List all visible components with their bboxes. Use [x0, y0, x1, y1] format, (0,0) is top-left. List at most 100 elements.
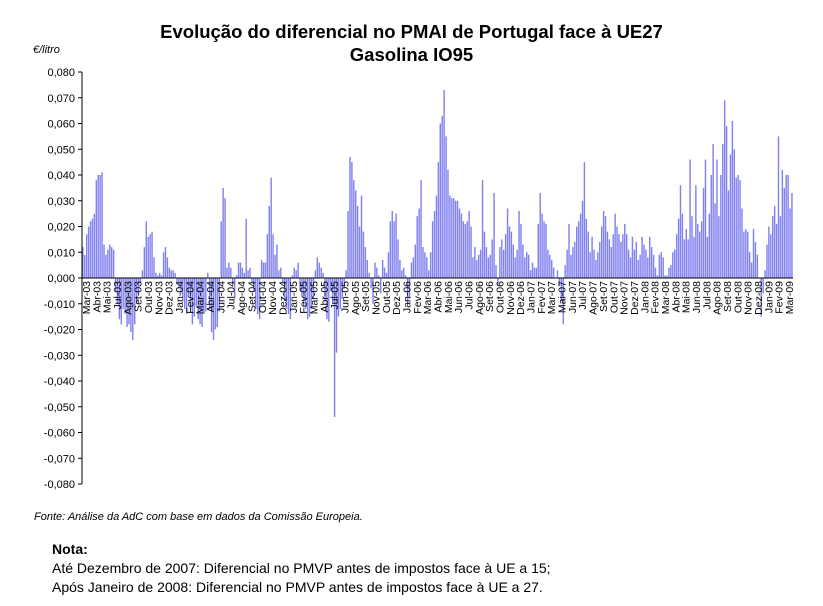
bar: [674, 249, 676, 278]
bar: [527, 254, 530, 278]
bar: [291, 275, 294, 278]
bar: [775, 223, 778, 278]
bar: [303, 278, 305, 304]
bar: [666, 275, 668, 278]
x-tick-label: Fev-07: [536, 281, 548, 314]
bar: [610, 247, 613, 278]
bar: [208, 278, 211, 309]
bar: [318, 262, 320, 278]
bar: [570, 254, 572, 278]
bar: [710, 175, 712, 278]
bar: [381, 259, 384, 278]
x-tick-label: Jul-03: [112, 281, 124, 310]
bar: [404, 275, 407, 278]
bar: [785, 175, 787, 278]
bar: [116, 278, 119, 304]
bar: [324, 278, 326, 302]
bar: [185, 278, 188, 315]
bar: [552, 267, 555, 278]
x-tick-label: Mai-07: [557, 281, 569, 313]
bar: [516, 249, 518, 278]
bar: [599, 241, 601, 278]
bar: [449, 195, 451, 278]
bar: [299, 278, 301, 291]
bar: [577, 221, 580, 278]
bar: [408, 278, 411, 299]
y-tick-label: -0,020: [44, 325, 75, 337]
bar: [693, 236, 695, 278]
bar: [372, 278, 374, 304]
bar: [399, 259, 401, 278]
bar: [172, 270, 174, 278]
bar: [783, 187, 785, 279]
bar: [422, 247, 424, 278]
x-tick-label: Ago-04: [236, 281, 248, 315]
bar: [481, 180, 484, 278]
bar: [393, 221, 395, 278]
bar: [414, 244, 417, 278]
bar: [212, 278, 215, 340]
bar: [243, 272, 245, 278]
bar: [589, 252, 591, 278]
x-axis: Mar-03Abr-03Mai-03Jul-03Ago-03Set-03Out-…: [81, 277, 796, 315]
bar: [718, 216, 720, 278]
bar: [697, 223, 699, 278]
x-tick-label: Ago-08: [712, 281, 724, 315]
x-tick-label: Jun-04: [215, 281, 227, 313]
x-tick-label: Jun-05: [340, 281, 352, 313]
y-tick-label: -0,030: [44, 350, 75, 362]
bar: [431, 221, 434, 278]
bar: [326, 278, 328, 320]
x-tick-label: Dez-08: [753, 281, 765, 315]
x-tick-label: Fev-05: [298, 281, 310, 314]
x-tick-label: Mai-03: [102, 281, 114, 313]
bar: [614, 213, 616, 279]
bar: [437, 162, 440, 279]
bar: [257, 278, 259, 315]
x-tick-label: Jan-04: [174, 281, 186, 313]
bar: [401, 270, 403, 278]
bar: [637, 259, 639, 278]
x-tick-label: Set-07: [598, 281, 610, 312]
bar: [476, 259, 478, 278]
x-tick-label: Out-03: [143, 281, 155, 313]
bar: [735, 177, 737, 278]
bar: [157, 275, 159, 278]
bar: [218, 278, 221, 312]
x-tick-label: Nov-06: [505, 281, 517, 315]
bar: [593, 249, 595, 278]
bar: [460, 213, 463, 279]
bar: [748, 252, 751, 278]
bar: [616, 226, 618, 278]
bar: [779, 216, 782, 278]
bar: [587, 231, 589, 278]
bar: [558, 278, 561, 286]
nota-line-1: Até Dezembro de 2007: Diferencial no PMV…: [52, 560, 551, 576]
nota-title: Nota:: [52, 541, 88, 557]
x-tick-label: Dez-03: [164, 281, 176, 315]
bar: [199, 278, 201, 325]
x-tick-label: Mar-03: [81, 281, 93, 314]
bar: [341, 278, 343, 299]
bar: [349, 156, 351, 278]
bar: [128, 278, 130, 325]
bar: [87, 226, 90, 278]
bar: [551, 259, 553, 278]
x-tick-label: Jan-06: [402, 281, 414, 313]
bar: [347, 211, 349, 278]
bar: [723, 100, 726, 278]
x-tick-label: Mar-06: [422, 281, 434, 314]
bar: [535, 267, 538, 278]
bar: [195, 278, 197, 307]
y-tick-label: -0,050: [44, 402, 75, 414]
bar: [752, 229, 755, 278]
bar: [164, 247, 167, 278]
bar: [600, 226, 603, 278]
bar: [695, 185, 697, 278]
y-tick-label: 0,000: [47, 273, 75, 285]
bar: [135, 278, 138, 304]
bar: [297, 262, 299, 278]
bar: [168, 267, 171, 278]
x-tick-label: Fev-04: [184, 281, 196, 314]
bar: [101, 172, 103, 278]
